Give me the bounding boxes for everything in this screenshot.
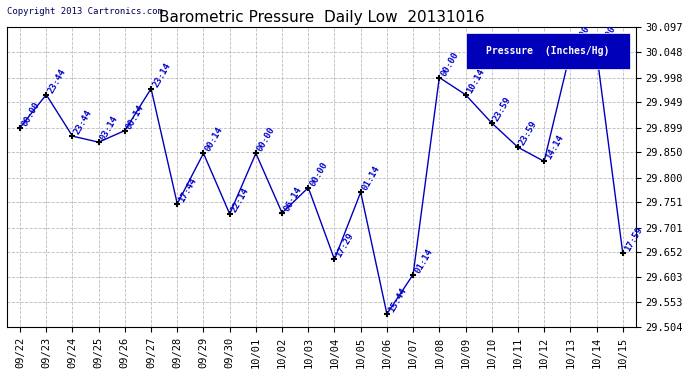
Text: 10:14: 10:14 [466,67,486,94]
Text: 17:29: 17:29 [335,232,356,260]
Text: 23:59: 23:59 [492,95,513,123]
Text: 00:14: 00:14 [125,103,146,130]
Text: Copyright 2013 Cartronics.com: Copyright 2013 Cartronics.com [7,6,163,15]
Text: 14:14: 14:14 [544,134,565,161]
FancyBboxPatch shape [466,33,629,69]
Text: 22:14: 22:14 [230,186,251,214]
Text: Pressure  (Inches/Hg): Pressure (Inches/Hg) [486,46,609,57]
Text: 00:00: 00:00 [20,100,41,128]
Text: 17:59: 17:59 [623,225,644,253]
Text: 06:14: 06:14 [282,185,304,213]
Text: 00:00: 00:00 [440,50,460,78]
Title: Barometric Pressure  Daily Low  20131016: Barometric Pressure Daily Low 20131016 [159,10,484,25]
Text: 15:44: 15:44 [387,286,408,314]
Text: 00:00: 00:00 [256,126,277,153]
Text: 23:44: 23:44 [72,108,94,136]
Text: 00:00: 00:00 [571,24,591,52]
Text: 01:14: 01:14 [361,164,382,192]
Text: 00:00: 00:00 [597,24,618,52]
Text: 00:14: 00:14 [204,126,225,153]
Text: 01:14: 01:14 [413,247,434,274]
Text: 23:59: 23:59 [518,120,539,147]
Text: 23:44: 23:44 [46,67,68,94]
Text: 23:14: 23:14 [151,61,172,88]
Text: 17:44: 17:44 [177,176,199,204]
Text: 00:00: 00:00 [308,160,330,188]
Text: 03:14: 03:14 [99,114,120,142]
